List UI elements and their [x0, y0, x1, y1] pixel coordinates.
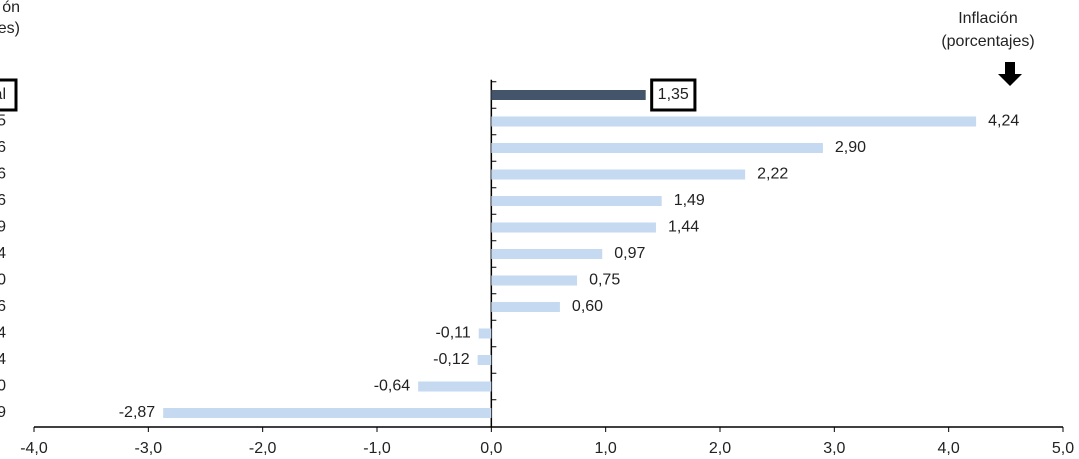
x-tick-label: 0,0: [480, 440, 502, 457]
value-label: -0,12: [433, 351, 470, 368]
category-label: 6: [0, 166, 6, 183]
x-tick-label: -2,0: [249, 440, 277, 457]
x-tick-label: -1,0: [363, 440, 391, 457]
category-label: 6: [0, 192, 6, 209]
x-tick-label: 1,0: [595, 440, 617, 457]
category-label: 4: [0, 351, 6, 368]
value-label: -0,64: [374, 378, 411, 395]
value-label: -0,11: [435, 325, 470, 342]
value-label: 2,22: [757, 166, 788, 183]
bar: [163, 408, 492, 418]
bar: [418, 381, 492, 392]
value-label: 1,49: [674, 192, 705, 209]
bar: [491, 222, 656, 233]
value-label: 0,75: [589, 272, 620, 289]
value-label: 1,44: [668, 219, 699, 236]
category-label: 0: [0, 378, 6, 395]
bar: [491, 169, 746, 180]
bar: [491, 143, 823, 153]
category-label: 0: [0, 272, 6, 289]
bar: [477, 355, 492, 365]
category-label: 4: [0, 325, 6, 342]
bar: [491, 249, 603, 259]
y-axis-label: es): [0, 20, 20, 37]
x-tick-label: 4,0: [938, 440, 960, 457]
highlight-box: [0, 78, 18, 112]
value-label: -2,87: [119, 404, 156, 421]
category-label: 9: [0, 404, 6, 421]
arrow-icon: [998, 62, 1022, 86]
bar: [491, 302, 560, 312]
x-tick-label: 3,0: [823, 440, 845, 457]
category-label: 6: [0, 298, 6, 315]
value-label: 1,35: [658, 86, 689, 103]
value-label: 2,90: [835, 139, 866, 156]
value-label: 4,24: [988, 113, 1019, 130]
bar: [491, 116, 977, 127]
category-label: 4: [0, 245, 6, 262]
bar: [491, 275, 578, 286]
bar: [491, 90, 646, 100]
category-label: 9: [0, 219, 6, 236]
x-tick-label: 2,0: [709, 440, 731, 457]
bar: [478, 328, 492, 339]
bar: [491, 196, 662, 206]
category-label: 5: [0, 113, 6, 130]
annotation: (porcentajes): [941, 33, 1034, 50]
y-axis-label: ón: [2, 0, 20, 16]
x-tick-label: -3,0: [135, 440, 163, 457]
highlight-box: [650, 78, 697, 112]
value-label: 0,97: [614, 245, 645, 262]
value-label: 0,60: [572, 298, 603, 315]
x-tick-label: -4,0: [20, 440, 48, 457]
category-label: 6: [0, 139, 6, 156]
category-label: al: [0, 86, 6, 103]
annotation: Inflación: [958, 10, 1018, 27]
x-tick-label: 5,0: [1052, 440, 1074, 457]
